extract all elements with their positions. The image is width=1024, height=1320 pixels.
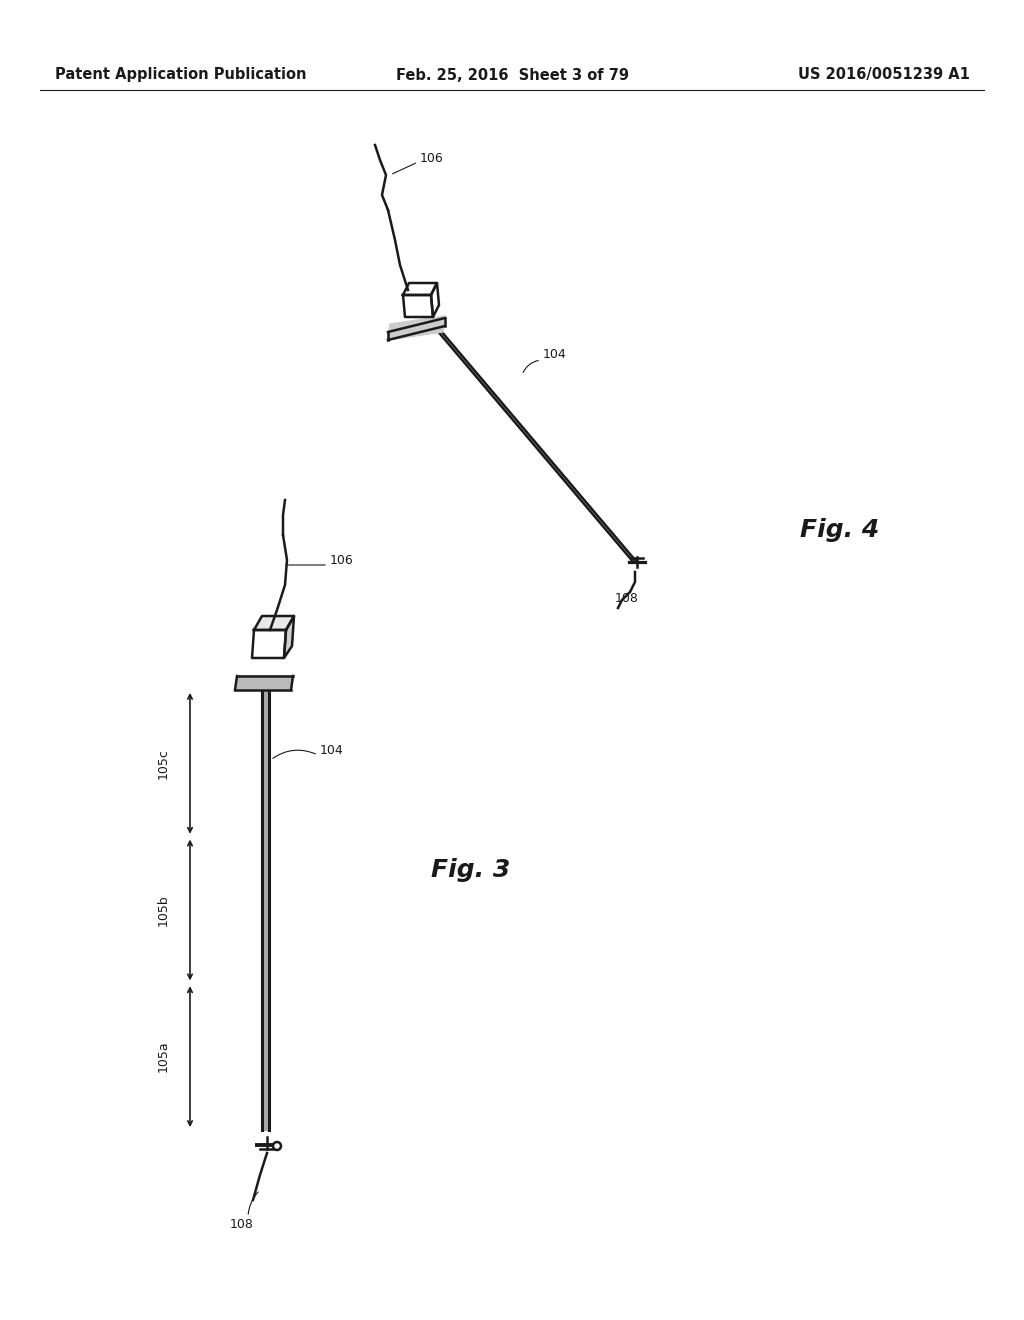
Polygon shape [403, 294, 433, 317]
Polygon shape [252, 630, 286, 657]
Text: 104: 104 [319, 743, 344, 756]
Text: 105a: 105a [157, 1041, 170, 1072]
Polygon shape [261, 680, 268, 1130]
Text: Patent Application Publication: Patent Application Publication [55, 67, 306, 82]
Text: Feb. 25, 2016  Sheet 3 of 79: Feb. 25, 2016 Sheet 3 of 79 [395, 67, 629, 82]
Polygon shape [284, 616, 294, 657]
Text: 105b: 105b [157, 894, 170, 925]
Text: Fig. 3: Fig. 3 [431, 858, 511, 882]
Polygon shape [388, 315, 445, 341]
Text: 106: 106 [330, 553, 353, 566]
Text: 108: 108 [230, 1218, 254, 1232]
Polygon shape [429, 319, 636, 562]
Text: 106: 106 [420, 152, 443, 165]
Text: Fig. 4: Fig. 4 [800, 517, 880, 543]
Circle shape [273, 1142, 281, 1150]
Polygon shape [431, 282, 439, 317]
Text: 104: 104 [543, 348, 566, 362]
Text: 108: 108 [615, 591, 639, 605]
Text: US 2016/0051239 A1: US 2016/0051239 A1 [798, 67, 970, 82]
Polygon shape [254, 616, 294, 630]
Polygon shape [403, 282, 437, 294]
Polygon shape [234, 676, 293, 690]
Text: 105c: 105c [157, 748, 170, 779]
